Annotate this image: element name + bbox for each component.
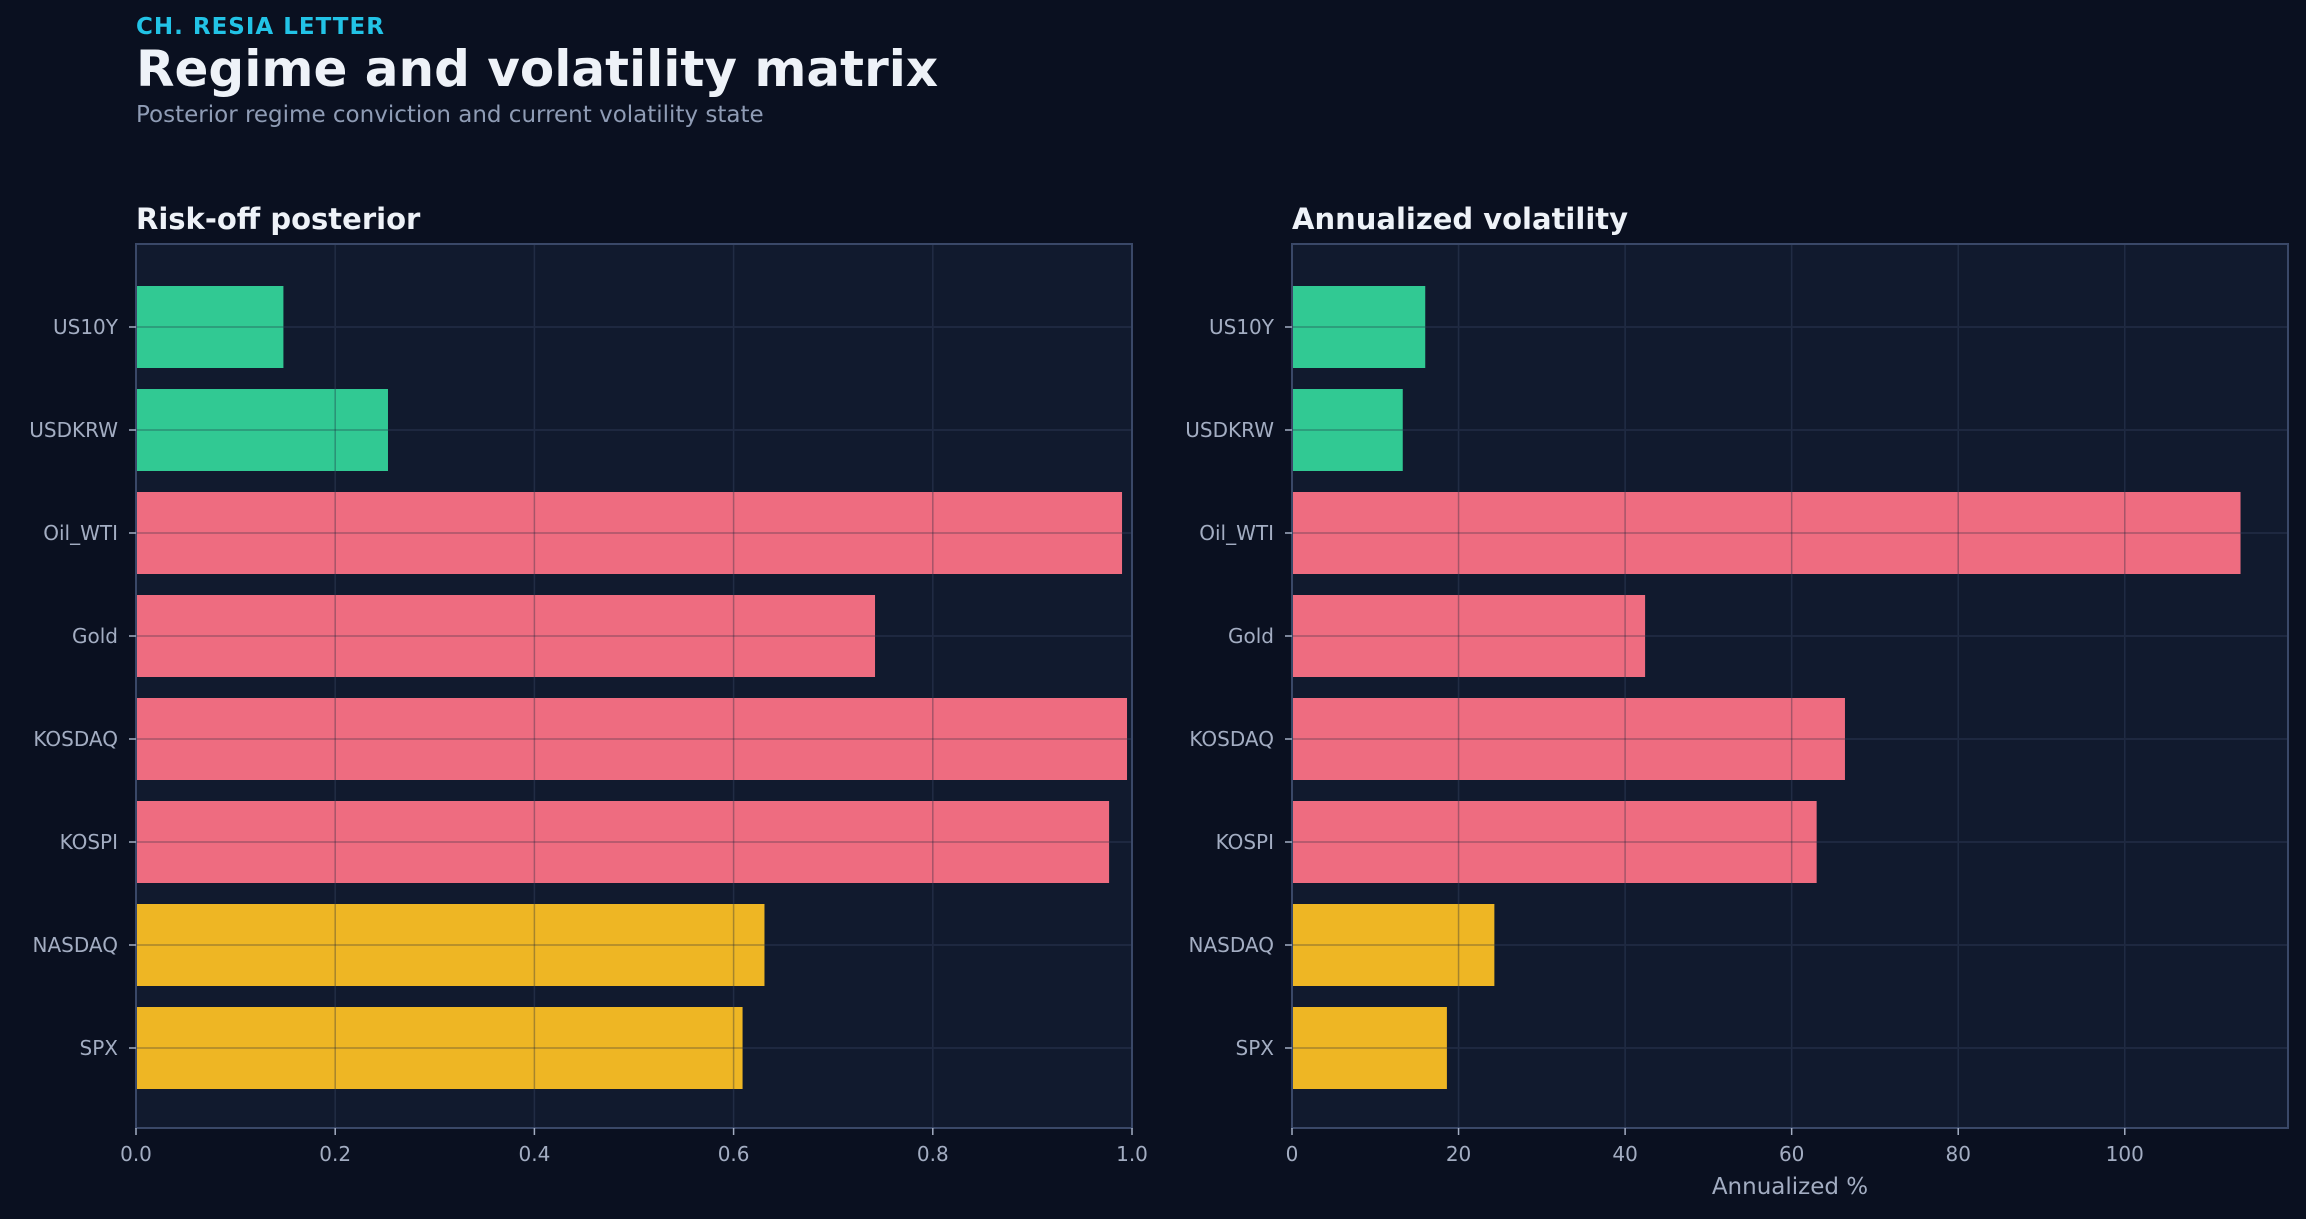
y-tick-label: Oil_WTI — [43, 521, 118, 545]
y-tick-label: Gold — [1228, 624, 1274, 648]
x-tick-label: 0.8 — [917, 1142, 949, 1166]
x-tick-label: 0.0 — [120, 1142, 152, 1166]
chart-panel-2: Annualized volatility US10Y USDKRW Oil_WTI G… — [1185, 202, 2289, 1200]
bar-kosdaq — [1292, 698, 1845, 780]
x-tick-label: 0 — [1286, 1142, 1299, 1166]
y-tick-label: SPX — [80, 1036, 119, 1060]
bar-kosdaq — [136, 698, 1128, 780]
x-tick-label: 100 — [2106, 1142, 2144, 1166]
y-tick-label: US10Y — [53, 315, 119, 339]
y-tick-label: Gold — [72, 624, 118, 648]
plot-area — [136, 244, 1132, 1128]
page-subtitle: Posterior regime conviction and current … — [136, 102, 764, 128]
bar-usdkrw — [136, 389, 388, 471]
report-kicker: CH. RESIA LETTER — [136, 14, 385, 40]
x-tick-label: 0.2 — [319, 1142, 351, 1166]
x-tick-label: 1.0 — [1116, 1142, 1148, 1166]
x-tick-label: 60 — [1779, 1142, 1804, 1166]
y-tick-label: KOSDAQ — [1189, 727, 1274, 751]
bar-nasdaq — [1292, 904, 1495, 986]
chart-title: Risk-off posterior — [136, 202, 421, 236]
x-axis-label: Annualized % — [1712, 1174, 1868, 1200]
plot-border — [135, 243, 1133, 1129]
y-tick-label: NASDAQ — [1189, 933, 1274, 957]
bar-spx — [1292, 1007, 1447, 1089]
y-tick-label: KOSPI — [1216, 830, 1274, 854]
plot-area — [1292, 244, 2288, 1128]
y-tick-label: NASDAQ — [33, 933, 118, 957]
bar-gold — [1292, 595, 1646, 677]
y-tick-label: SPX — [1236, 1036, 1275, 1060]
chart-panel-1: Risk-off posterior US10Y USDKRW Oil_WTI Gold… — [29, 202, 1148, 1166]
y-tick-label: US10Y — [1209, 315, 1275, 339]
plot-border — [1291, 243, 2289, 1129]
bar-usdkrw — [1292, 389, 1403, 471]
x-tick-label: 0.6 — [718, 1142, 750, 1166]
chart-title: Annualized volatility — [1292, 202, 1628, 236]
y-tick-label: KOSPI — [60, 830, 118, 854]
y-tick-label: USDKRW — [29, 418, 118, 442]
bar-oil_wti — [1292, 492, 2241, 574]
x-tick-label: 0.4 — [518, 1142, 550, 1166]
y-tick-label: Oil_WTI — [1199, 521, 1274, 545]
page-title: Regime and volatility matrix — [136, 40, 939, 98]
x-tick-label: 20 — [1446, 1142, 1471, 1166]
bar-gold — [136, 595, 876, 677]
bar-us10y — [136, 286, 284, 368]
bar-nasdaq — [136, 904, 765, 986]
bar-spx — [136, 1007, 743, 1089]
x-tick-label: 40 — [1612, 1142, 1637, 1166]
x-tick-label: 80 — [1945, 1142, 1970, 1166]
bar-kospi — [136, 801, 1110, 883]
y-tick-label: USDKRW — [1185, 418, 1274, 442]
bar-us10y — [1292, 286, 1426, 368]
bar-oil_wti — [136, 492, 1123, 574]
bar-kospi — [1292, 801, 1817, 883]
y-tick-label: KOSDAQ — [33, 727, 118, 751]
